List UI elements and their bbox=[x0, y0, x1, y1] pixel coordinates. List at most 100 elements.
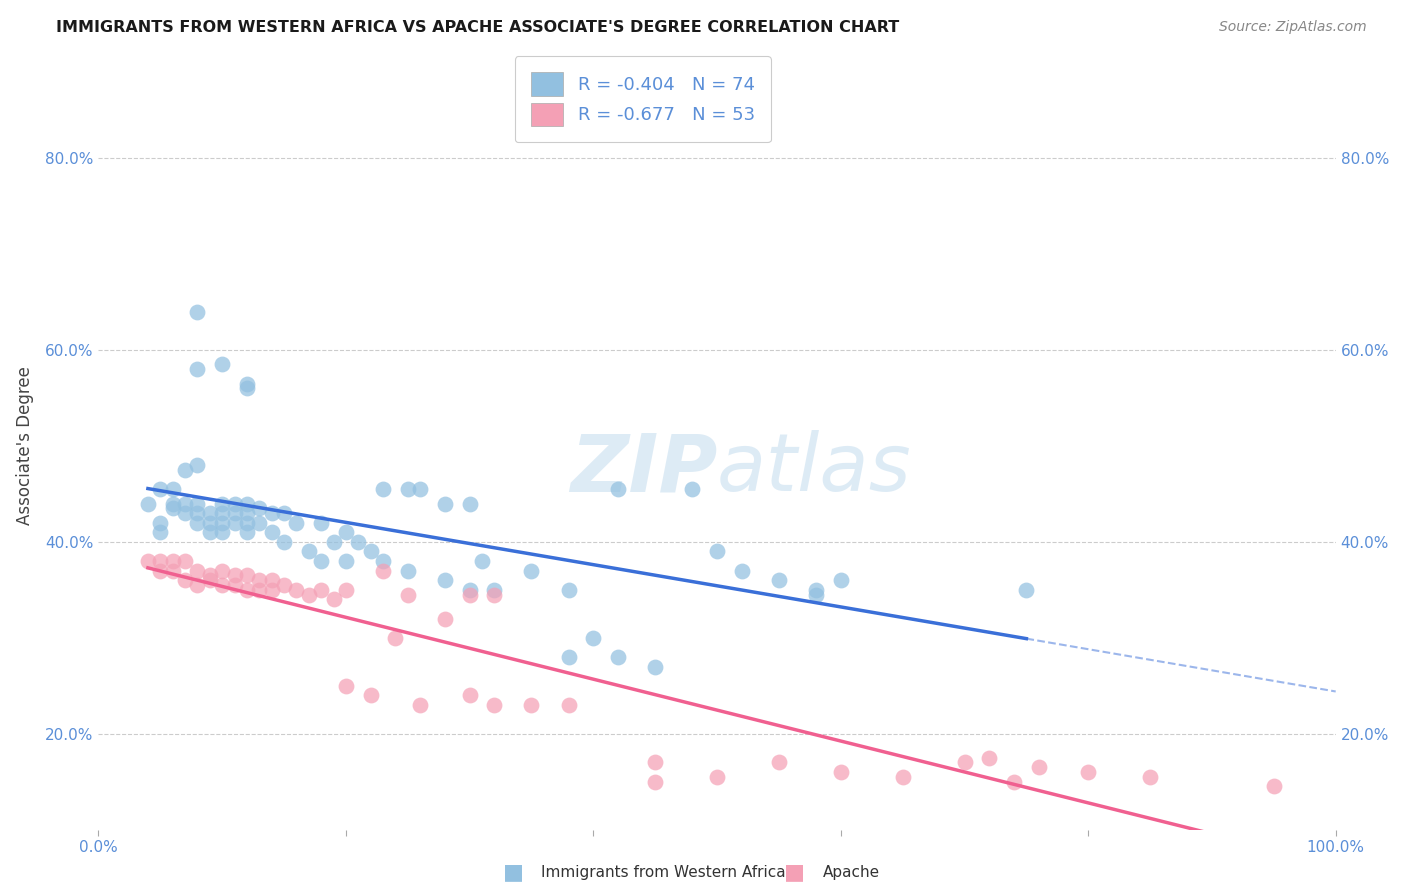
Point bbox=[198, 568, 221, 582]
Point bbox=[149, 554, 172, 568]
Point bbox=[582, 631, 605, 645]
Point bbox=[236, 582, 259, 597]
Point bbox=[347, 534, 370, 549]
Point bbox=[484, 698, 506, 712]
Point bbox=[409, 482, 432, 496]
Point bbox=[953, 756, 976, 770]
Text: atlas: atlas bbox=[717, 430, 912, 508]
Point bbox=[371, 482, 394, 496]
Point bbox=[260, 582, 283, 597]
Point bbox=[236, 376, 259, 391]
Point bbox=[1015, 582, 1038, 597]
Point bbox=[384, 631, 406, 645]
Point bbox=[309, 554, 332, 568]
Point bbox=[335, 525, 357, 540]
Point bbox=[433, 496, 456, 510]
Point bbox=[162, 501, 184, 516]
Point bbox=[224, 578, 246, 592]
Point bbox=[484, 588, 506, 602]
Point bbox=[1263, 780, 1285, 794]
Text: Immigrants from Western Africa: Immigrants from Western Africa bbox=[541, 865, 786, 880]
Point bbox=[1139, 770, 1161, 784]
Text: ZIP: ZIP bbox=[569, 430, 717, 508]
Point bbox=[224, 568, 246, 582]
Text: IMMIGRANTS FROM WESTERN AFRICA VS APACHE ASSOCIATE'S DEGREE CORRELATION CHART: IMMIGRANTS FROM WESTERN AFRICA VS APACHE… bbox=[56, 20, 900, 35]
Point bbox=[186, 564, 208, 578]
Point bbox=[273, 506, 295, 520]
Point bbox=[396, 564, 419, 578]
Point bbox=[174, 496, 197, 510]
Point bbox=[162, 564, 184, 578]
Point bbox=[162, 496, 184, 510]
Point bbox=[409, 698, 432, 712]
Point bbox=[186, 506, 208, 520]
Point bbox=[174, 573, 197, 587]
Point bbox=[335, 582, 357, 597]
Point bbox=[371, 564, 394, 578]
Point bbox=[433, 612, 456, 626]
Point bbox=[149, 516, 172, 530]
Point bbox=[224, 506, 246, 520]
Point bbox=[458, 496, 481, 510]
Point bbox=[236, 568, 259, 582]
Point bbox=[768, 756, 790, 770]
Point bbox=[360, 544, 382, 558]
Point bbox=[198, 506, 221, 520]
Point bbox=[149, 482, 172, 496]
Point bbox=[520, 564, 543, 578]
Point bbox=[644, 756, 666, 770]
Point bbox=[174, 554, 197, 568]
Point bbox=[236, 525, 259, 540]
Point bbox=[471, 554, 494, 568]
Point bbox=[1002, 774, 1025, 789]
Point bbox=[371, 554, 394, 568]
Point bbox=[198, 516, 221, 530]
Point bbox=[309, 582, 332, 597]
Point bbox=[804, 588, 827, 602]
Point bbox=[236, 381, 259, 395]
Point bbox=[285, 582, 308, 597]
Point bbox=[520, 698, 543, 712]
Text: ■: ■ bbox=[785, 863, 804, 882]
Point bbox=[149, 564, 172, 578]
Point bbox=[830, 573, 852, 587]
Point bbox=[322, 592, 344, 607]
Point bbox=[211, 496, 233, 510]
Point bbox=[162, 482, 184, 496]
Point bbox=[1077, 765, 1099, 780]
Point bbox=[644, 659, 666, 673]
Point bbox=[149, 525, 172, 540]
Point bbox=[136, 554, 159, 568]
Point bbox=[458, 582, 481, 597]
Point bbox=[706, 544, 728, 558]
Point bbox=[706, 770, 728, 784]
Point bbox=[174, 463, 197, 477]
Text: ■: ■ bbox=[503, 863, 523, 882]
Point bbox=[198, 525, 221, 540]
Point bbox=[236, 496, 259, 510]
Point bbox=[247, 516, 270, 530]
Point bbox=[433, 573, 456, 587]
Text: Source: ZipAtlas.com: Source: ZipAtlas.com bbox=[1219, 20, 1367, 34]
Point bbox=[1028, 760, 1050, 774]
Point bbox=[830, 765, 852, 780]
Point bbox=[298, 544, 321, 558]
Point bbox=[236, 506, 259, 520]
Point bbox=[211, 358, 233, 372]
Point bbox=[186, 362, 208, 376]
Point bbox=[136, 496, 159, 510]
Point bbox=[298, 588, 321, 602]
Point bbox=[484, 582, 506, 597]
Point bbox=[236, 516, 259, 530]
Point bbox=[186, 578, 208, 592]
Point bbox=[211, 564, 233, 578]
Point bbox=[260, 525, 283, 540]
Point bbox=[396, 482, 419, 496]
Point bbox=[681, 482, 703, 496]
Y-axis label: Associate's Degree: Associate's Degree bbox=[15, 367, 34, 525]
Point bbox=[186, 496, 208, 510]
Point bbox=[247, 582, 270, 597]
Point bbox=[891, 770, 914, 784]
Point bbox=[322, 534, 344, 549]
Point bbox=[557, 649, 579, 664]
